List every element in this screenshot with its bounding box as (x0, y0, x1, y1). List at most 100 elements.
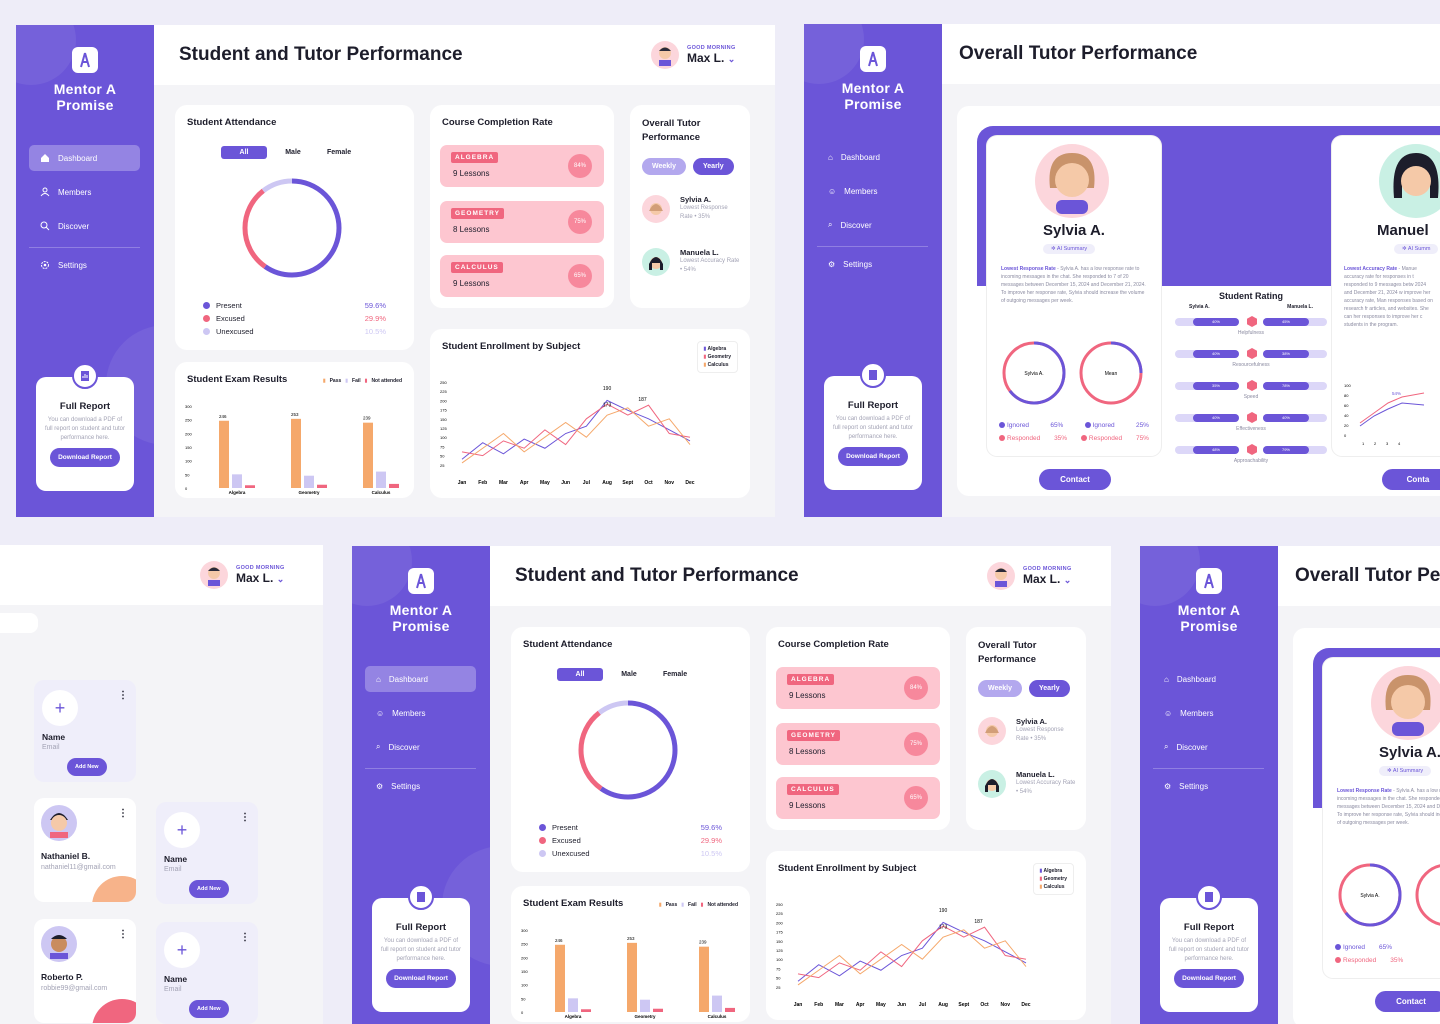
nav-dashboard[interactable]: Dashboard (29, 145, 140, 171)
course-calculus[interactable]: CALCULUS 9 Lessons 65% (440, 255, 604, 297)
full-report-card: Full Report You can download a PDF of ful… (372, 884, 470, 1012)
nav-discover[interactable]: ⌕ Discover (1164, 742, 1208, 752)
filter-female[interactable]: Female (663, 671, 688, 678)
nav-discover[interactable]: ⌕ Discover (376, 742, 420, 752)
accuracy-chart: 100 80 60 40 20 0 1 2 3 4 54% (1344, 383, 1425, 446)
y-tick-label: 75 (440, 444, 445, 449)
legend-present: Present 59.6% (203, 301, 386, 310)
avatar (1035, 144, 1109, 218)
course-algebra[interactable]: ALGEBRA 9 Lessons 84% (440, 145, 604, 187)
yearly-toggle[interactable]: Yearly (693, 158, 734, 175)
y-tick-label: 150 (776, 939, 783, 944)
nav-settings[interactable]: Settings (29, 252, 140, 278)
filter-male[interactable]: Male (285, 149, 301, 156)
tutor-card-sylvia: Sylvia A. ✲ AI Summary Lowest Response R… (987, 136, 1161, 490)
user-menu[interactable]: GOOD MORNING Max L. ⌄ (200, 561, 285, 589)
x-tick-label: Oct (980, 1002, 989, 1008)
nav-dashboard[interactable]: ⌂ Dashboard (365, 666, 476, 692)
nav-dashboard[interactable]: ⌂ Dashboard (828, 152, 880, 162)
series-line (1359, 402, 1425, 427)
download-report-button[interactable]: Download Report (838, 447, 908, 466)
search-input[interactable] (0, 613, 38, 633)
download-report-button[interactable]: Download Report (50, 448, 120, 467)
more-icon[interactable]: ⋮ (118, 690, 128, 701)
course-geometry[interactable]: GEOMETRY 8 Lessons 75% (776, 723, 940, 765)
filter-female[interactable]: Female (327, 149, 352, 156)
ai-summary-badge[interactable]: ✲ AI Summary (1379, 766, 1432, 776)
more-icon[interactable]: ⋮ (240, 812, 250, 823)
contact-button[interactable]: Contact (1039, 469, 1111, 490)
x-tick-label: Oct (644, 480, 653, 486)
course-algebra[interactable]: ALGEBRA 9 Lessons 84% (776, 667, 940, 709)
more-icon[interactable]: ⋮ (118, 929, 128, 940)
topbar: Student and Tutor Performance GOOD MORNI… (490, 546, 1111, 606)
exam-results-card: Student Exam Results ▮ Pass ▮ Fail ▮ Not atte… (511, 886, 750, 1022)
nav-discover[interactable]: ⌕ Discover (828, 220, 872, 230)
member-card[interactable]: ⋮ Roberto P. robbie99@gmail.com (34, 919, 136, 1023)
nav-dashboard[interactable]: ⌂ Dashboard (1164, 674, 1216, 684)
filter-all[interactable]: All (221, 146, 267, 159)
yearly-toggle[interactable]: Yearly (1029, 680, 1070, 697)
attendance-donut (242, 178, 342, 278)
member-card[interactable]: ⋮ Nathaniel B. nathaniel11@gmail.com (34, 798, 136, 902)
nav-members[interactable]: ☺ Members (1164, 708, 1214, 718)
nav-members[interactable]: ☺ Members (376, 708, 426, 718)
y-tick-label: 225 (440, 389, 447, 394)
user-menu[interactable]: GOOD MORNING Max L. ⌄ (987, 562, 1072, 590)
course-geometry[interactable]: GEOMETRY 8 Lessons 75% (440, 201, 604, 243)
user-icon: ☺ (828, 186, 837, 196)
avatar (651, 41, 679, 69)
user-menu[interactable]: GOOD MORNING Max L. ⌄ (651, 41, 736, 69)
rating-row: 35% 78% Speed (1175, 378, 1327, 406)
contact-button[interactable]: Conta (1382, 469, 1440, 490)
weekly-toggle[interactable]: Weekly (642, 158, 686, 175)
ai-summary-badge[interactable]: ✲ AI Summary (1043, 244, 1096, 254)
exam-bar-chart: 300 250 200 150 100 50 0 246 Algebra 253 Geometry 2… (521, 928, 735, 1019)
course-calculus[interactable]: CALCULUS 9 Lessons 65% (776, 777, 940, 819)
rating-bar-right: 45% (1263, 318, 1309, 326)
x-tick-label: Sept (958, 1002, 969, 1008)
tutor-item[interactable]: Manuela L. Lowest Accuracy Rate • 54% (978, 770, 1076, 798)
filter-male[interactable]: Male (621, 671, 637, 678)
nav-discover[interactable]: Discover (29, 213, 140, 239)
add-new-button[interactable]: Add New (189, 880, 229, 898)
contact-button[interactable]: Contact (1375, 991, 1440, 1012)
x-tick-label: Aug (602, 480, 612, 486)
download-report-button[interactable]: Download Report (386, 969, 456, 988)
x-tick-label: Mar (835, 1002, 844, 1008)
legend-excused: Excused 29.9% (203, 314, 386, 323)
nav-members[interactable]: Members (29, 179, 140, 205)
student-rating: Student Rating Sylvia A. Manuela L. 40% 45… (1175, 291, 1327, 470)
brand-name: Mentor A Promise (389, 602, 453, 634)
tutor-item[interactable]: Sylvia A. Lowest Response Rate • 35% (642, 195, 740, 223)
more-icon[interactable]: ⋮ (118, 808, 128, 819)
report-icon (860, 362, 886, 388)
tutor-item[interactable]: Sylvia A. Lowest Response Rate • 35% (978, 717, 1076, 745)
filter-all[interactable]: All (557, 668, 603, 681)
completion-title: Course Completion Rate (442, 117, 553, 128)
nav-discover-label: Discover (58, 221, 90, 231)
add-new-button[interactable]: Add New (67, 758, 107, 776)
nav-members[interactable]: ☺ Members (828, 186, 878, 196)
more-icon[interactable]: ⋮ (240, 932, 250, 943)
plus-icon[interactable]: + (164, 932, 200, 968)
nav-settings-label: Settings (58, 260, 87, 270)
nav-settings[interactable]: ⚙ Settings (376, 781, 421, 791)
nav-settings[interactable]: ⚙ Settings (1164, 781, 1209, 791)
bar-not-attended (725, 1007, 735, 1012)
decor-blob (92, 999, 136, 1023)
plus-icon[interactable]: + (42, 690, 78, 726)
page-title: Student and Tutor Performance (515, 565, 799, 586)
plus-icon[interactable]: + (164, 812, 200, 848)
gear-icon: ⚙ (376, 781, 384, 791)
x-tick-label: Jul (919, 1002, 927, 1008)
weekly-toggle[interactable]: Weekly (978, 680, 1022, 697)
nav-settings[interactable]: ⚙ Settings (828, 259, 873, 269)
tutor-item[interactable]: Manuela L. Lowest Accuracy Rate • 54% (642, 248, 740, 276)
download-report-button[interactable]: Download Report (1174, 969, 1244, 988)
add-new-button[interactable]: Add New (189, 1000, 229, 1018)
ai-summary-badge[interactable]: ✲ AI Summ (1394, 244, 1439, 254)
y-tick-label: 0 (521, 1010, 524, 1015)
rating-label: Speed (1243, 394, 1259, 400)
report-icon (72, 363, 98, 389)
